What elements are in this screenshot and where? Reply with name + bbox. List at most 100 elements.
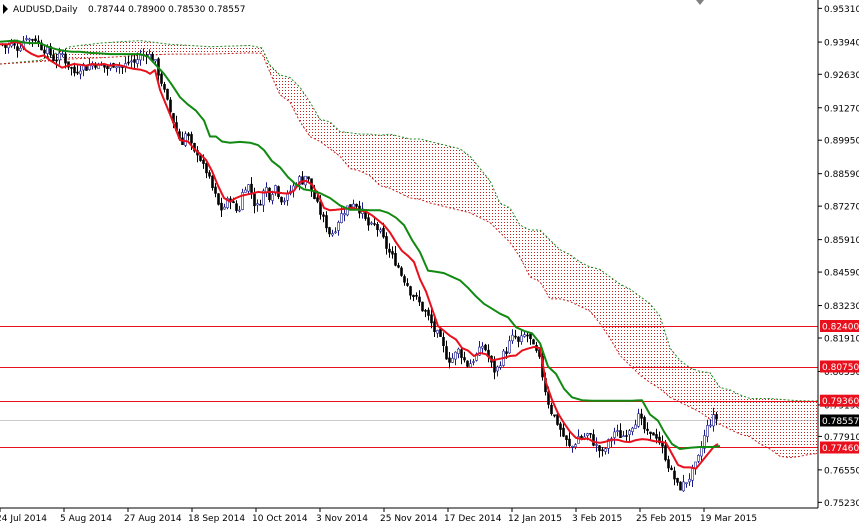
candle-body (424, 310, 427, 312)
candle-body (667, 459, 670, 469)
candle-body (133, 59, 136, 63)
candle-body (250, 183, 253, 193)
candle-body (136, 59, 139, 64)
candle-body (685, 482, 688, 485)
candle-body (349, 204, 352, 208)
candle-body (367, 217, 370, 226)
candle-body (16, 46, 19, 51)
x-tick-label: 19 Mar 2015 (700, 514, 757, 523)
ohlc-readout: 0.78744 0.78900 0.78530 0.78557 (88, 5, 245, 15)
candle-body (406, 283, 409, 286)
candle-body (511, 334, 514, 342)
candle-body (106, 66, 109, 70)
price-level-tags: 0.82400 0.80750 0.79360 0.77460 0.78557 (820, 320, 859, 454)
candle-body (679, 481, 682, 491)
candle-body (643, 417, 646, 430)
candle-body (712, 414, 715, 427)
indicator-line-1 (0, 39, 721, 450)
y-tick-label: 0.80550 (824, 368, 859, 378)
candle-body (337, 222, 340, 231)
candle-body (634, 424, 637, 429)
candle-body (499, 365, 502, 368)
candle-body (154, 59, 157, 62)
candle-body (427, 309, 430, 316)
candle-body (25, 38, 28, 40)
candle-body (484, 344, 487, 351)
candle-body (115, 66, 118, 69)
candle-body (409, 286, 412, 296)
candle-body (505, 351, 508, 354)
candle-body (46, 47, 49, 54)
candle-body (571, 445, 574, 448)
candle-body (373, 223, 376, 225)
candle-body (709, 424, 712, 427)
level-tag-1-text: 0.80750 (822, 363, 859, 373)
candle-body (262, 190, 265, 206)
candle-body (184, 133, 187, 146)
candle-body (79, 70, 82, 75)
candle-body (478, 346, 481, 356)
candle-body (691, 467, 694, 481)
candle-body (169, 99, 172, 113)
candle-body (247, 184, 250, 192)
candle-body (280, 196, 283, 203)
candle-body (577, 436, 580, 444)
candle-body (256, 203, 259, 206)
candle-body (394, 253, 397, 266)
candle-body (385, 236, 388, 249)
candle-body (166, 88, 169, 100)
candle-body (28, 38, 31, 41)
y-tick-label: 0.93940 (824, 39, 859, 49)
candle-body (217, 193, 220, 205)
candle-body (31, 39, 34, 41)
x-tick-label: 3 Feb 2015 (572, 514, 622, 523)
candle-body (370, 222, 373, 225)
current-price-tag-text: 0.78557 (822, 417, 859, 427)
y-tick-label: 0.88590 (824, 170, 859, 180)
candle-body (550, 404, 553, 415)
candle-body (331, 233, 334, 236)
candle-body (466, 360, 469, 367)
candle-body (517, 336, 520, 342)
shift-marker-icon[interactable] (696, 0, 704, 5)
candle-body (421, 301, 424, 312)
candle-body (433, 321, 436, 333)
candle-body (637, 413, 640, 427)
candle-body (343, 213, 346, 216)
y-tick-label: 0.83230 (824, 302, 859, 312)
horizontal-levels (0, 326, 818, 448)
y-tick-label: 0.85910 (824, 236, 859, 246)
candle-body (208, 172, 211, 177)
candle-body (334, 231, 337, 234)
candle-body (55, 59, 58, 62)
candle-body (187, 133, 190, 137)
candle-body (118, 66, 121, 68)
candle-body (235, 203, 238, 211)
candle-body (352, 203, 355, 208)
candle-body (322, 214, 325, 217)
candle-body (73, 66, 76, 74)
symbol-arrow-icon (3, 4, 8, 14)
candle-body (649, 431, 652, 435)
candle-body (622, 435, 625, 438)
candle-body (64, 53, 67, 64)
candle-body (397, 265, 400, 268)
candle-body (646, 428, 649, 431)
candle-body (346, 205, 349, 216)
candle-body (388, 248, 391, 253)
candle-body (127, 61, 130, 64)
candle-body (355, 203, 358, 207)
candle-body (562, 427, 565, 437)
candle-body (553, 414, 556, 417)
x-tick-label: 24 Jul 2014 (0, 514, 47, 523)
candle-body (403, 276, 406, 283)
x-tick-label: 18 Sep 2014 (188, 514, 245, 523)
candle-body (412, 294, 415, 298)
level-tag-2-text: 0.79360 (822, 397, 859, 407)
candle-body (688, 478, 691, 483)
candle-body (457, 348, 460, 355)
candle-body (706, 425, 709, 437)
candle-body (556, 414, 559, 425)
candle-body (532, 339, 535, 345)
x-tick-label: 25 Nov 2014 (380, 514, 438, 523)
